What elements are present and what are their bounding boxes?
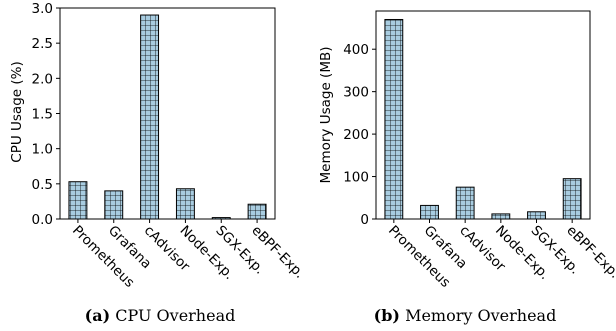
cpu-y-tick-label: 3.0 bbox=[32, 1, 53, 17]
memory-plot-frame bbox=[375, 10, 591, 220]
cpu-y-tick-label: 0.5 bbox=[32, 177, 53, 193]
cpu-plot-frame bbox=[59, 7, 276, 220]
cpu-caption-title: CPU Overhead bbox=[115, 306, 235, 325]
cpu-y-axis-label: CPU Usage (%) bbox=[9, 61, 25, 162]
memory-y-tick-label: 100 bbox=[343, 170, 369, 186]
cpu-bar-cadvisor bbox=[140, 14, 160, 220]
cpu-bar-node-exp bbox=[175, 188, 195, 220]
memory-y-tick-label: 300 bbox=[343, 85, 369, 101]
memory-y-tick-label: 200 bbox=[343, 127, 369, 143]
memory-caption-title: Memory Overhead bbox=[405, 306, 556, 325]
memory-bar-prometheus bbox=[384, 18, 404, 220]
cpu-y-tick-label: 1.5 bbox=[32, 107, 53, 123]
memory-chart-panel: Memory Usage (MB) (b) Memory Overhead 0 1… bbox=[318, 10, 616, 325]
cpu-y-tick-label: 0.0 bbox=[32, 212, 53, 228]
memory-bar-ebpf-exp bbox=[562, 178, 582, 220]
memory-bar-grafana bbox=[420, 204, 439, 220]
memory-y-tick-label: 400 bbox=[343, 42, 369, 58]
cpu-caption: (a) CPU Overhead bbox=[85, 306, 236, 325]
cpu-y-tick-label: 2.0 bbox=[32, 71, 53, 87]
cpu-bar-ebpf-exp bbox=[247, 203, 267, 220]
memory-caption-label: (b) bbox=[374, 306, 400, 325]
memory-bar-node-exp bbox=[491, 213, 511, 220]
cpu-caption-label: (a) bbox=[85, 306, 111, 325]
memory-bar-cadvisor bbox=[455, 186, 475, 220]
memory-bar-sgx-exp bbox=[527, 211, 546, 220]
memory-y-tick-label: 0 bbox=[360, 212, 369, 228]
cpu-chart-panel: CPU Usage (%) (a) CPU Overhead 0.0 0.5 1.0… bbox=[9, 1, 307, 325]
memory-caption: (b) Memory Overhead bbox=[374, 306, 557, 325]
cpu-bar-prometheus bbox=[68, 181, 88, 220]
cpu-bar-grafana bbox=[104, 190, 124, 220]
cpu-y-tick-label: 2.5 bbox=[32, 36, 53, 52]
memory-y-axis-label: Memory Usage (MB) bbox=[318, 47, 334, 184]
cpu-y-tick-label: 1.0 bbox=[32, 142, 53, 158]
